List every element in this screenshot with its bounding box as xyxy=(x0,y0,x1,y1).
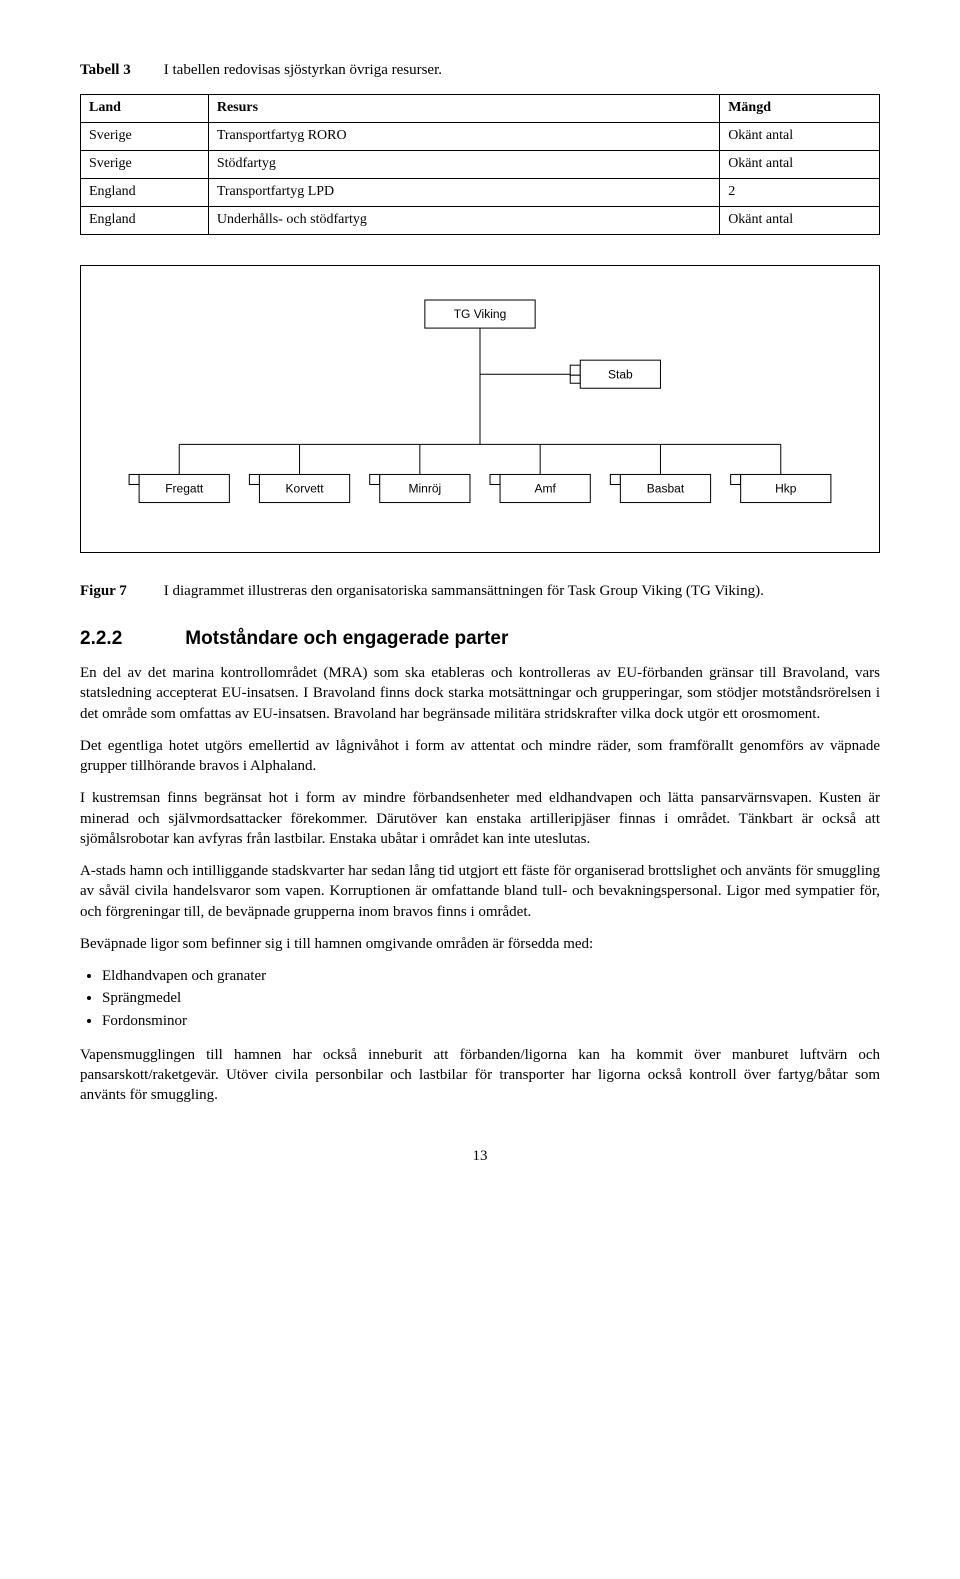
svg-text:Stab: Stab xyxy=(608,367,633,381)
list-item: Eldhandvapen och granater xyxy=(102,966,880,986)
body-paragraph: A-stads hamn och intilliggande stadskvar… xyxy=(80,861,880,922)
table-cell: Sverige xyxy=(81,123,209,151)
svg-text:Korvett: Korvett xyxy=(286,481,325,495)
figure-caption-text: I diagrammet illustreras den organisator… xyxy=(164,583,764,599)
svg-text:Basbat: Basbat xyxy=(647,481,685,495)
body-paragraph: Beväpnade ligor som befinner sig i till … xyxy=(80,934,880,954)
body-paragraph: Det egentliga hotet utgörs emellertid av… xyxy=(80,736,880,777)
table-cell: England xyxy=(81,206,209,234)
table-cell: Transportfartyg LPD xyxy=(208,178,719,206)
table-header-cell: Mängd xyxy=(720,95,880,123)
table-row: SverigeTransportfartyg ROROOkänt antal xyxy=(81,123,880,151)
table-cell: 2 xyxy=(720,178,880,206)
table-cell: Sverige xyxy=(81,151,209,179)
table-header-cell: Resurs xyxy=(208,95,719,123)
section-heading: 2.2.2 Motståndare och engagerade parter xyxy=(80,626,880,652)
list-item: Sprängmedel xyxy=(102,988,880,1008)
svg-text:Minröj: Minröj xyxy=(408,481,441,495)
org-chart-svg: TG Viking Stab Fregatt Korvett Minröj Amf Basb… xyxy=(99,294,861,525)
table-cell: England xyxy=(81,178,209,206)
table-header-cell: Land xyxy=(81,95,209,123)
page-number: 13 xyxy=(80,1146,880,1166)
table-cell: Okänt antal xyxy=(720,123,880,151)
bullet-list: Eldhandvapen och granaterSprängmedel Ford… xyxy=(102,966,880,1031)
table-row: SverigeStödfartygOkänt antal xyxy=(81,151,880,179)
table-cell: Transportfartyg RORO xyxy=(208,123,719,151)
list-item: Fordonsminor xyxy=(102,1011,880,1031)
svg-text:Amf: Amf xyxy=(534,481,556,495)
table-cell: Stödfartyg xyxy=(208,151,719,179)
resource-table: LandResursMängd SverigeTransportfartyg R… xyxy=(80,94,880,234)
table-header-row: LandResursMängd xyxy=(81,95,880,123)
svg-text:Fregatt: Fregatt xyxy=(165,481,204,495)
body-paragraphs-after: Vapensmugglingen till hamnen har också i… xyxy=(80,1045,880,1106)
org-chart-container: TG Viking Stab Fregatt Korvett Minröj Amf Basb… xyxy=(80,265,880,554)
figure-caption: Figur 7 I diagrammet illustreras den org… xyxy=(80,581,880,601)
table-caption: Tabell 3 I tabellen redovisas sjöstyrkan… xyxy=(80,60,880,80)
body-paragraphs: En del av det marina kontrollområdet (MR… xyxy=(80,663,880,954)
table-cell: Okänt antal xyxy=(720,206,880,234)
section-number: 2.2.2 xyxy=(80,626,180,652)
table-label: Tabell 3 xyxy=(80,60,160,80)
table-cell: Underhålls- och stödfartyg xyxy=(208,206,719,234)
table-body: SverigeTransportfartyg ROROOkänt antalSv… xyxy=(81,123,880,235)
body-paragraph: Vapensmugglingen till hamnen har också i… xyxy=(80,1045,880,1106)
section-title: Motståndare och engagerade parter xyxy=(185,628,508,649)
svg-text:Hkp: Hkp xyxy=(775,481,797,495)
table-row: EnglandUnderhålls- och stödfartygOkänt a… xyxy=(81,206,880,234)
svg-text:TG Viking: TG Viking xyxy=(454,307,507,321)
body-paragraph: I kustremsan finns begränsat hot i form … xyxy=(80,788,880,849)
table-cell: Okänt antal xyxy=(720,151,880,179)
figure-label: Figur 7 xyxy=(80,581,160,601)
body-paragraph: En del av det marina kontrollområdet (MR… xyxy=(80,663,880,724)
table-caption-text: I tabellen redovisas sjöstyrkan övriga r… xyxy=(164,62,442,78)
table-row: EnglandTransportfartyg LPD2 xyxy=(81,178,880,206)
